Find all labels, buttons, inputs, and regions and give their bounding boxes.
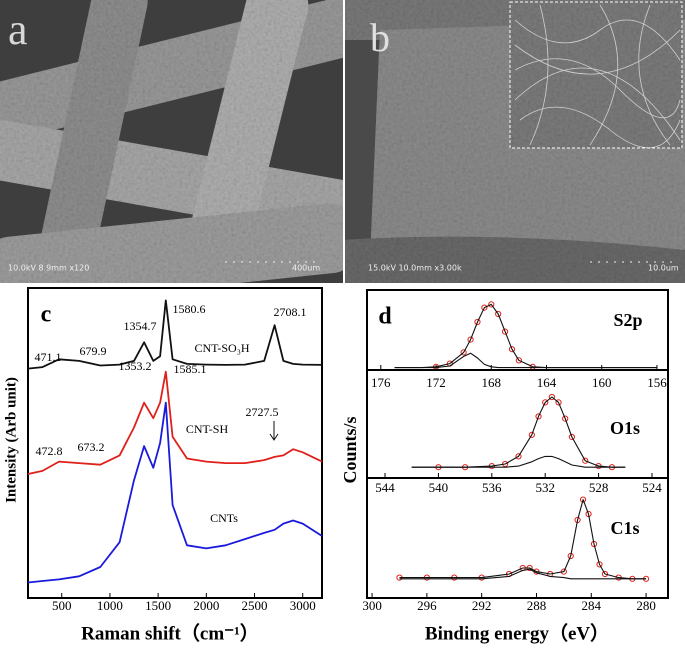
data-point [515,357,522,364]
x-tick-label: 2000 [193,598,219,613]
data-point [535,413,542,420]
x-tick-label: 3000 [290,598,316,613]
x-tick-label: 160 [592,375,612,390]
x-tick-label: 284 [582,598,602,613]
peak-label: 1354.7 [124,319,157,333]
x-tick-label: 1000 [97,598,123,613]
x-tick-label: 500 [52,598,72,613]
data-point [474,318,481,326]
x-tick-label: 292 [472,598,492,613]
subplot-title: S2p [613,310,642,330]
x-tick-label: 288 [527,598,547,613]
peak-label: 471.1 [35,350,62,364]
spectrum-line [411,396,626,468]
x-tick-label: 540 [429,480,449,495]
spectrum-line [27,401,323,584]
inset-frame [509,1,683,149]
data-point [601,570,609,578]
data-point [488,301,495,308]
sem-info: 15.0kV 10.0mm x3.00k [368,264,462,273]
peak-label: 2727.5 [246,405,279,419]
subplot-title: O1s [610,418,640,438]
data-point [548,393,555,401]
data-point [508,346,516,353]
panel-label: b [370,15,390,60]
x-tick-label: 156 [647,375,667,390]
x-tick-label: 2500 [242,598,268,613]
sem-image-a: a 10.0kV 8.9mm x120 400um [0,0,343,283]
peak-label: 2708.1 [274,305,307,319]
series-label: CNTs [210,511,238,525]
peak-label: 673.2 [78,440,105,454]
series-label: CNT-SO₃H [194,341,249,355]
x-tick-label: 164 [537,375,557,390]
data-point [467,336,474,343]
sem-image-b: b 15.0kV 10.0mm x3.00k 10.0um [345,0,685,283]
peak-label: 1353.2 [119,359,152,373]
spectrum-line [399,499,647,580]
scale-text: 400um [292,264,320,273]
x-tick-label: 176 [371,375,391,390]
x-tick-label: 532 [535,480,555,495]
data-point [495,310,502,318]
x-tick-label: 1500 [145,598,171,613]
data-point [460,349,467,356]
spectrum-line [27,370,323,475]
subplot-title: C1s [610,518,639,538]
x-tick-label: 296 [417,598,437,613]
panel-label: a [8,5,28,54]
x-tick-label: 536 [482,480,502,495]
spectrum-line [399,568,647,580]
data-point [501,328,509,335]
data-point [579,496,587,503]
x-tick-label: 544 [375,480,395,495]
peak-label: 1580.6 [173,302,206,316]
plot-frame [366,477,669,599]
peak-label: 472.8 [36,444,63,458]
y-axis-label: Intensity (Arb unit) [3,377,19,503]
panel-label: d [378,304,392,330]
x-tick-label: 528 [589,480,609,495]
peak-label: 679.9 [80,344,107,358]
x-tick-label: 280 [636,598,656,613]
peak-arrow [269,421,279,441]
plot-frame [27,287,323,599]
x-tick-label: 168 [482,375,502,390]
data-point [582,457,589,464]
x-tick-label: 524 [642,480,662,495]
nanotube-texture [514,4,681,149]
data-point [555,399,562,406]
series-label: CNT-SH [186,422,229,436]
data-point [596,561,603,568]
data-point [568,433,575,441]
x-axis-label: Raman shift（cm⁻¹） [81,621,259,644]
data-point [562,415,569,422]
y-axis-label: Counts/s [340,416,360,483]
spectrum-line [411,455,626,468]
sem-info: 10.0kV 8.9mm x120 [8,264,89,273]
peak-label: 1585.1 [174,362,207,376]
x-tick-label: 300 [362,598,382,613]
spectrum-line [27,299,323,370]
panel-label: c [41,302,52,328]
data-point [528,431,535,438]
spectrum-line [394,352,657,369]
data-point [515,453,522,460]
data-point [481,304,488,311]
scale-text: 10.0um [648,264,679,273]
data-point [542,399,549,406]
x-axis-label: Binding energy（eV） [425,621,609,644]
x-tick-label: 172 [426,375,446,390]
